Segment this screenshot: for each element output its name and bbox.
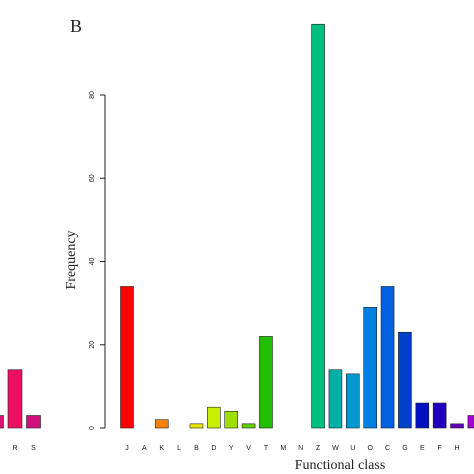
x-tick-label: V [246,445,251,452]
x-tick-label: U [350,445,355,452]
x-tick-label: E [420,445,425,452]
bar [363,306,377,429]
x-tick-label: J [125,445,129,452]
x-tick-label: L [177,445,181,452]
bar [0,415,4,429]
bar [224,411,239,429]
bar [241,423,256,429]
bar [328,369,343,429]
bar [189,423,204,429]
x-tick-label: B [194,445,199,452]
x-tick-label: M [280,445,286,452]
bar [120,286,134,429]
x-tick-label: D [211,445,216,452]
bar [207,406,221,429]
bar [259,336,273,429]
x-tick-label: H [454,445,459,452]
y-tick-label: 80 [89,91,96,99]
bar [311,23,325,429]
x-tick-label: Y [229,445,234,452]
y-tick-label: 20 [89,341,96,349]
x-tick-label: T [264,445,269,452]
x-tick-label: O [367,445,373,452]
x-tick-label: C [385,445,390,452]
bar [398,331,412,429]
bar [450,423,464,429]
bar [467,415,474,429]
x-tick-label: G [402,445,407,452]
y-tick-label: 40 [89,258,96,266]
bar [7,369,23,429]
y-tick-label: 60 [89,174,96,182]
y-axis-label: Frequency [64,230,79,289]
bar [380,286,395,429]
x-tick-label: N [298,445,303,452]
bar [346,373,360,429]
x-tick-label: W [332,445,339,452]
bar [415,402,430,429]
bar [432,402,447,429]
x-tick-label: A [142,445,147,452]
x-tick-label: R [12,445,17,452]
x-tick-label: F [438,445,442,452]
bar [26,415,41,429]
x-tick-label: Z [316,445,321,452]
x-axis-label: Functional class [295,458,386,473]
bar [154,419,169,429]
y-tick-label: 0 [89,426,96,430]
panel-label: B [70,16,82,36]
x-tick-label: K [159,445,164,452]
x-tick-label: S [31,445,36,452]
